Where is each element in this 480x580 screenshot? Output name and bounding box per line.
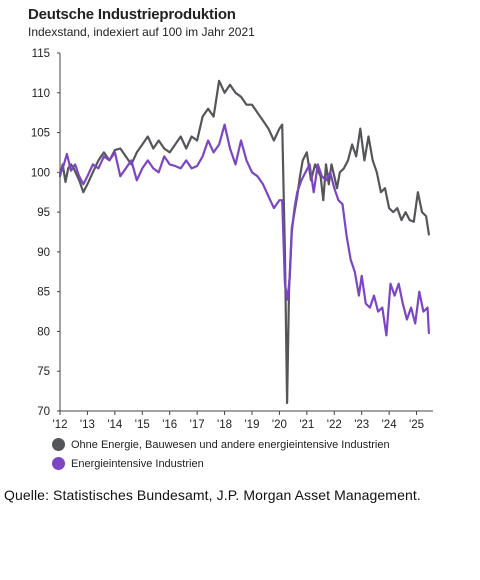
legend-item-energieintensiv: Energieintensive Industrien (52, 454, 390, 473)
legend-swatch-ohne-energie (52, 438, 65, 451)
chart-subtitle: Indexstand, indexiert auf 100 im Jahr 20… (28, 25, 255, 39)
x-tick-label: '23 (354, 419, 369, 431)
x-tick-label: '16 (162, 419, 177, 431)
y-tick-label: 75 (37, 366, 50, 378)
y-tick-label: 90 (37, 247, 50, 259)
x-tick-label: '21 (299, 419, 314, 431)
x-tick-label: '20 (272, 419, 287, 431)
x-tick-label: '24 (382, 419, 398, 431)
y-tick-label: 95 (37, 207, 50, 219)
chart-title: Deutsche Industrieproduktion (28, 6, 236, 23)
x-tick-label: '17 (190, 419, 205, 431)
y-tick-label: 115 (32, 48, 50, 60)
source-note: Quelle: Statistisches Bundesamt, J.P. Mo… (4, 487, 421, 503)
chart-series (58, 79, 430, 405)
y-tick-label: 80 (37, 326, 50, 338)
y-tick-label: 70 (37, 406, 50, 418)
y-tick-label: 85 (37, 287, 50, 299)
x-tick-label: '22 (327, 419, 342, 431)
chart-axes: 70 75 80 85 90 95 100 105 110 115 '12 '13 '14 '15 '16 '… (31, 48, 433, 431)
line-chart: 70 75 80 85 90 95 100 105 110 115 '12 '13 '14 '15 '16 '… (31, 48, 433, 431)
x-tick-label: '13 (80, 419, 95, 431)
x-tick-label: '18 (217, 419, 232, 431)
legend-item-ohne-energie: Ohne Energie, Bauwesen und andere energi… (52, 435, 390, 454)
x-tick-label: '19 (244, 419, 259, 431)
x-tick-label: '14 (107, 419, 123, 431)
series-line-0 (58, 79, 430, 405)
x-tick-label: '15 (135, 419, 150, 431)
y-tick-label: 110 (32, 88, 50, 100)
x-tick-label: '25 (409, 419, 424, 431)
series-line-1 (58, 123, 430, 337)
y-tick-label: 100 (31, 167, 50, 179)
x-tick-label: '12 (53, 419, 68, 431)
legend-label-ohne-energie: Ohne Energie, Bauwesen und andere energi… (71, 438, 390, 451)
y-tick-label: 105 (31, 128, 50, 140)
legend-swatch-energieintensiv (52, 457, 65, 470)
chart-legend: Ohne Energie, Bauwesen und andere energi… (52, 435, 390, 473)
legend-label-energieintensiv: Energieintensive Industrien (71, 457, 204, 470)
